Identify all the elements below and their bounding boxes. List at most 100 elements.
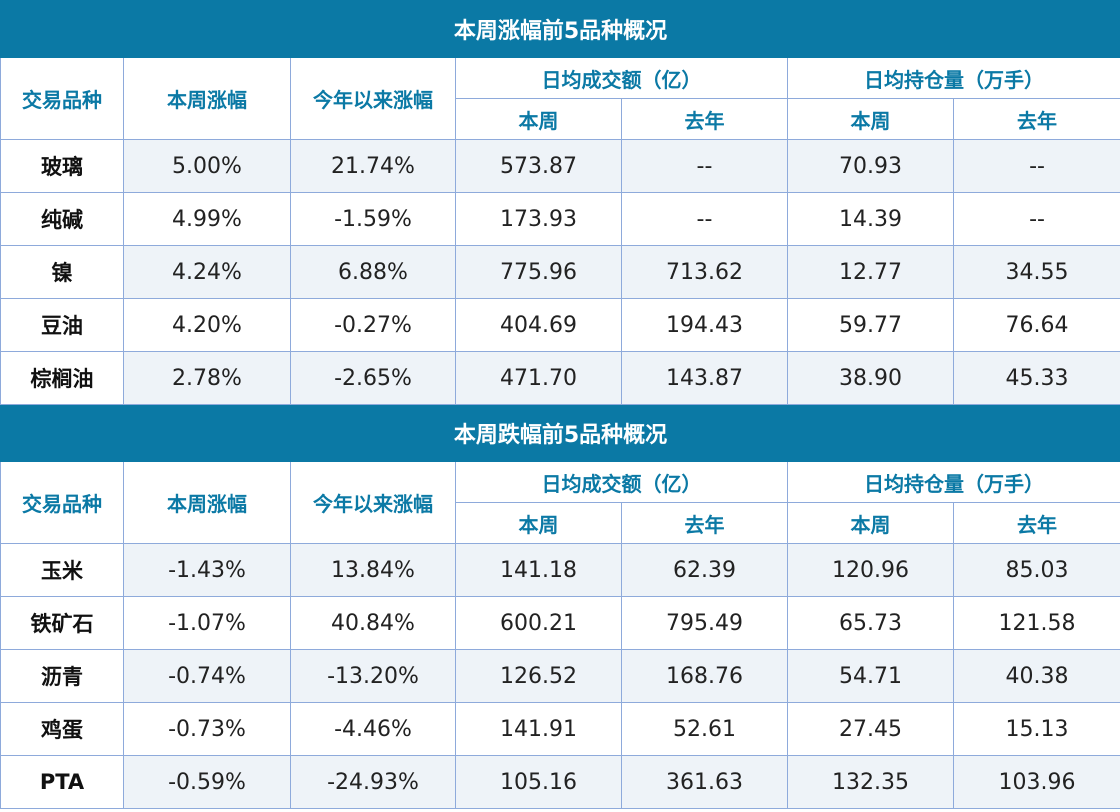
turnover-this-week-cell: 404.69 xyxy=(455,298,622,352)
header-avg-open-interest: 日均持仓量（万手） xyxy=(786,461,1120,503)
header-avg-open-interest: 日均持仓量（万手） xyxy=(786,57,1120,99)
turnover-last-year-cell: 713.62 xyxy=(621,245,788,299)
gainers-section-title: 本周涨幅前5品种概况 xyxy=(0,0,1120,58)
header-turnover-last-year: 去年 xyxy=(621,502,788,544)
header-oi-this-week: 本周 xyxy=(787,502,954,544)
turnover-this-week-cell: 141.18 xyxy=(455,543,622,597)
ytd-change-cell: -24.93% xyxy=(290,755,456,809)
losers-section-title: 本周跌幅前5品种概况 xyxy=(0,404,1120,462)
turnover-last-year-cell: 62.39 xyxy=(621,543,788,597)
variety-cell: 鸡蛋 xyxy=(0,702,124,756)
oi-last-year-cell: 76.64 xyxy=(952,298,1120,352)
week-change-cell: -0.73% xyxy=(123,702,291,756)
week-change-cell: -1.07% xyxy=(123,596,291,650)
turnover-last-year-cell: 52.61 xyxy=(621,702,788,756)
oi-last-year-cell: 85.03 xyxy=(952,543,1120,597)
turnover-this-week-cell: 141.91 xyxy=(455,702,622,756)
header-ytd-change: 今年以来涨幅 xyxy=(290,461,456,544)
turnover-this-week-cell: 126.52 xyxy=(455,649,622,703)
table-row: 玻璃 5.00% 21.74% 573.87 -- 70.93 -- xyxy=(0,139,1120,193)
oi-this-week-cell: 14.39 xyxy=(787,192,954,246)
ytd-change-cell: 21.74% xyxy=(290,139,456,193)
header-week-change: 本周涨幅 xyxy=(123,57,291,140)
oi-this-week-cell: 132.35 xyxy=(787,755,954,809)
table-row: 镍 4.24% 6.88% 775.96 713.62 12.77 34.55 xyxy=(0,245,1120,299)
turnover-last-year-cell: -- xyxy=(621,139,788,193)
table-row: 沥青 -0.74% -13.20% 126.52 168.76 54.71 40.38 xyxy=(0,649,1120,703)
turnover-last-year-cell: 168.76 xyxy=(621,649,788,703)
variety-cell: 铁矿石 xyxy=(0,596,124,650)
header-ytd-change: 今年以来涨幅 xyxy=(290,57,456,140)
oi-last-year-cell: 45.33 xyxy=(952,351,1120,405)
oi-last-year-cell: 103.96 xyxy=(952,755,1120,809)
variety-cell: 纯碱 xyxy=(0,192,124,246)
variety-cell: 玻璃 xyxy=(0,139,124,193)
variety-cell: 豆油 xyxy=(0,298,124,352)
variety-cell: 沥青 xyxy=(0,649,124,703)
turnover-this-week-cell: 775.96 xyxy=(455,245,622,299)
oi-last-year-cell: 15.13 xyxy=(952,702,1120,756)
header-turnover-last-year: 去年 xyxy=(621,98,788,140)
table-row: PTA -0.59% -24.93% 105.16 361.63 132.35 103.96 xyxy=(0,755,1120,809)
ytd-change-cell: -1.59% xyxy=(290,192,456,246)
oi-this-week-cell: 12.77 xyxy=(787,245,954,299)
turnover-this-week-cell: 600.21 xyxy=(455,596,622,650)
week-change-cell: 4.99% xyxy=(123,192,291,246)
table-row: 鸡蛋 -0.73% -4.46% 141.91 52.61 27.45 15.13 xyxy=(0,702,1120,756)
turnover-this-week-cell: 105.16 xyxy=(455,755,622,809)
header-avg-turnover: 日均成交额（亿） xyxy=(455,461,788,503)
ytd-change-cell: 13.84% xyxy=(290,543,456,597)
oi-this-week-cell: 120.96 xyxy=(787,543,954,597)
week-change-cell: 2.78% xyxy=(123,351,291,405)
turnover-last-year-cell: 194.43 xyxy=(621,298,788,352)
turnover-last-year-cell: 795.49 xyxy=(621,596,788,650)
variety-cell: 玉米 xyxy=(0,543,124,597)
oi-this-week-cell: 70.93 xyxy=(787,139,954,193)
ytd-change-cell: -0.27% xyxy=(290,298,456,352)
table-row: 纯碱 4.99% -1.59% 173.93 -- 14.39 -- xyxy=(0,192,1120,246)
header-turnover-this-week: 本周 xyxy=(455,502,622,544)
week-change-cell: -1.43% xyxy=(123,543,291,597)
table-row: 棕榈油 2.78% -2.65% 471.70 143.87 38.90 45.33 xyxy=(0,351,1120,405)
header-oi-last-year: 去年 xyxy=(952,502,1120,544)
oi-last-year-cell: -- xyxy=(952,139,1120,193)
turnover-this-week-cell: 173.93 xyxy=(455,192,622,246)
turnover-last-year-cell: 143.87 xyxy=(621,351,788,405)
oi-this-week-cell: 27.45 xyxy=(787,702,954,756)
oi-last-year-cell: -- xyxy=(952,192,1120,246)
week-change-cell: -0.59% xyxy=(123,755,291,809)
week-change-cell: 4.20% xyxy=(123,298,291,352)
table-row: 豆油 4.20% -0.27% 404.69 194.43 59.77 76.64 xyxy=(0,298,1120,352)
oi-last-year-cell: 121.58 xyxy=(952,596,1120,650)
ytd-change-cell: 6.88% xyxy=(290,245,456,299)
oi-this-week-cell: 65.73 xyxy=(787,596,954,650)
variety-cell: 棕榈油 xyxy=(0,351,124,405)
table-row: 玉米 -1.43% 13.84% 141.18 62.39 120.96 85.03 xyxy=(0,543,1120,597)
variety-cell: 镍 xyxy=(0,245,124,299)
header-variety: 交易品种 xyxy=(0,57,124,140)
oi-this-week-cell: 54.71 xyxy=(787,649,954,703)
oi-last-year-cell: 40.38 xyxy=(952,649,1120,703)
header-oi-last-year: 去年 xyxy=(952,98,1120,140)
header-variety: 交易品种 xyxy=(0,461,124,544)
oi-this-week-cell: 59.77 xyxy=(787,298,954,352)
oi-last-year-cell: 34.55 xyxy=(952,245,1120,299)
variety-cell: PTA xyxy=(0,755,124,809)
week-change-cell: -0.74% xyxy=(123,649,291,703)
table-row: 铁矿石 -1.07% 40.84% 600.21 795.49 65.73 121.58 xyxy=(0,596,1120,650)
turnover-this-week-cell: 573.87 xyxy=(455,139,622,193)
oi-this-week-cell: 38.90 xyxy=(787,351,954,405)
header-week-change: 本周涨幅 xyxy=(123,461,291,544)
ytd-change-cell: 40.84% xyxy=(290,596,456,650)
header-oi-this-week: 本周 xyxy=(787,98,954,140)
turnover-last-year-cell: 361.63 xyxy=(621,755,788,809)
header-turnover-this-week: 本周 xyxy=(455,98,622,140)
ytd-change-cell: -13.20% xyxy=(290,649,456,703)
ytd-change-cell: -4.46% xyxy=(290,702,456,756)
turnover-this-week-cell: 471.70 xyxy=(455,351,622,405)
turnover-last-year-cell: -- xyxy=(621,192,788,246)
week-change-cell: 5.00% xyxy=(123,139,291,193)
ytd-change-cell: -2.65% xyxy=(290,351,456,405)
week-change-cell: 4.24% xyxy=(123,245,291,299)
